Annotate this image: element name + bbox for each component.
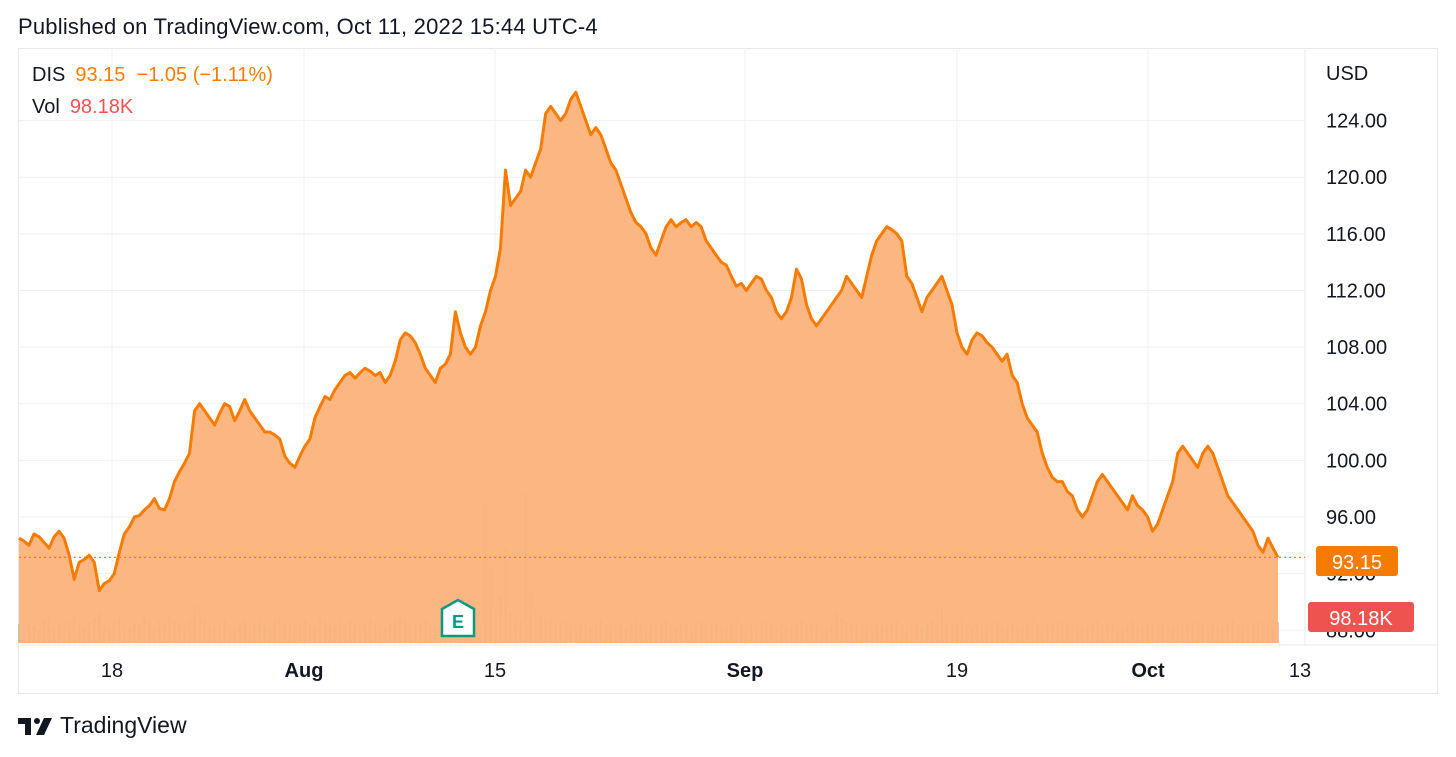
volume-badge: 98.18K — [1308, 602, 1414, 632]
legend-symbol-row: DIS 93.15 −1.05 (−1.11%) — [32, 64, 273, 87]
earnings-marker-letter: E — [452, 612, 464, 632]
price-line — [18, 90, 1280, 593]
chart-frame — [18, 48, 1438, 694]
legend-price: 93.15 — [75, 64, 126, 86]
currency-label: USD — [1326, 63, 1368, 85]
x-tick-label: 18 — [101, 660, 123, 682]
legend-vol-label: Vol — [32, 96, 60, 118]
x-tick-label: Oct — [1131, 660, 1165, 682]
y-tick-label: 100.00 — [1326, 450, 1387, 472]
legend-change: −1.05 (−1.11%) — [136, 64, 273, 86]
x-tick-label: 15 — [484, 660, 506, 682]
x-tick-label: 19 — [946, 660, 968, 682]
y-tick-label: 108.00 — [1326, 337, 1387, 359]
y-tick-label: 124.00 — [1326, 111, 1387, 133]
volume-badge-bg — [1308, 602, 1414, 632]
y-tick-label: 104.00 — [1326, 394, 1387, 416]
x-tick-label: 13 — [1289, 660, 1311, 682]
price-badge-bg — [1316, 546, 1398, 576]
y-tick-label: 112.00 — [1326, 280, 1386, 302]
volume-badge-text: 98.18K — [1329, 608, 1393, 630]
y-tick-label: 96.00 — [1326, 507, 1376, 529]
x-tick-label: Aug — [285, 660, 324, 682]
x-tick-label: Sep — [727, 660, 764, 682]
price-badge-text: 93.15 — [1332, 552, 1382, 574]
published-caption: Published on TradingView.com, Oct 11, 20… — [18, 14, 598, 39]
y-tick-label: 120.00 — [1326, 167, 1387, 189]
legend-volume-row: Vol 98.18K — [32, 96, 133, 119]
price-area — [19, 92, 1278, 643]
legend-symbol: DIS — [32, 64, 66, 86]
y-tick-label: 116.00 — [1326, 224, 1386, 246]
earnings-marker[interactable]: E — [440, 598, 476, 638]
x-axis: 18 Aug 15 Sep 19 Oct 13 — [101, 660, 1311, 682]
price-badge: 93.15 — [1316, 546, 1398, 576]
footer-brand[interactable]: TradingView — [18, 712, 187, 739]
legend-vol-value: 98.18K — [69, 96, 134, 118]
earnings-marker-shape — [440, 598, 476, 638]
tradingview-logo-icon — [18, 717, 52, 735]
footer-brand-name: TradingView — [60, 712, 187, 738]
